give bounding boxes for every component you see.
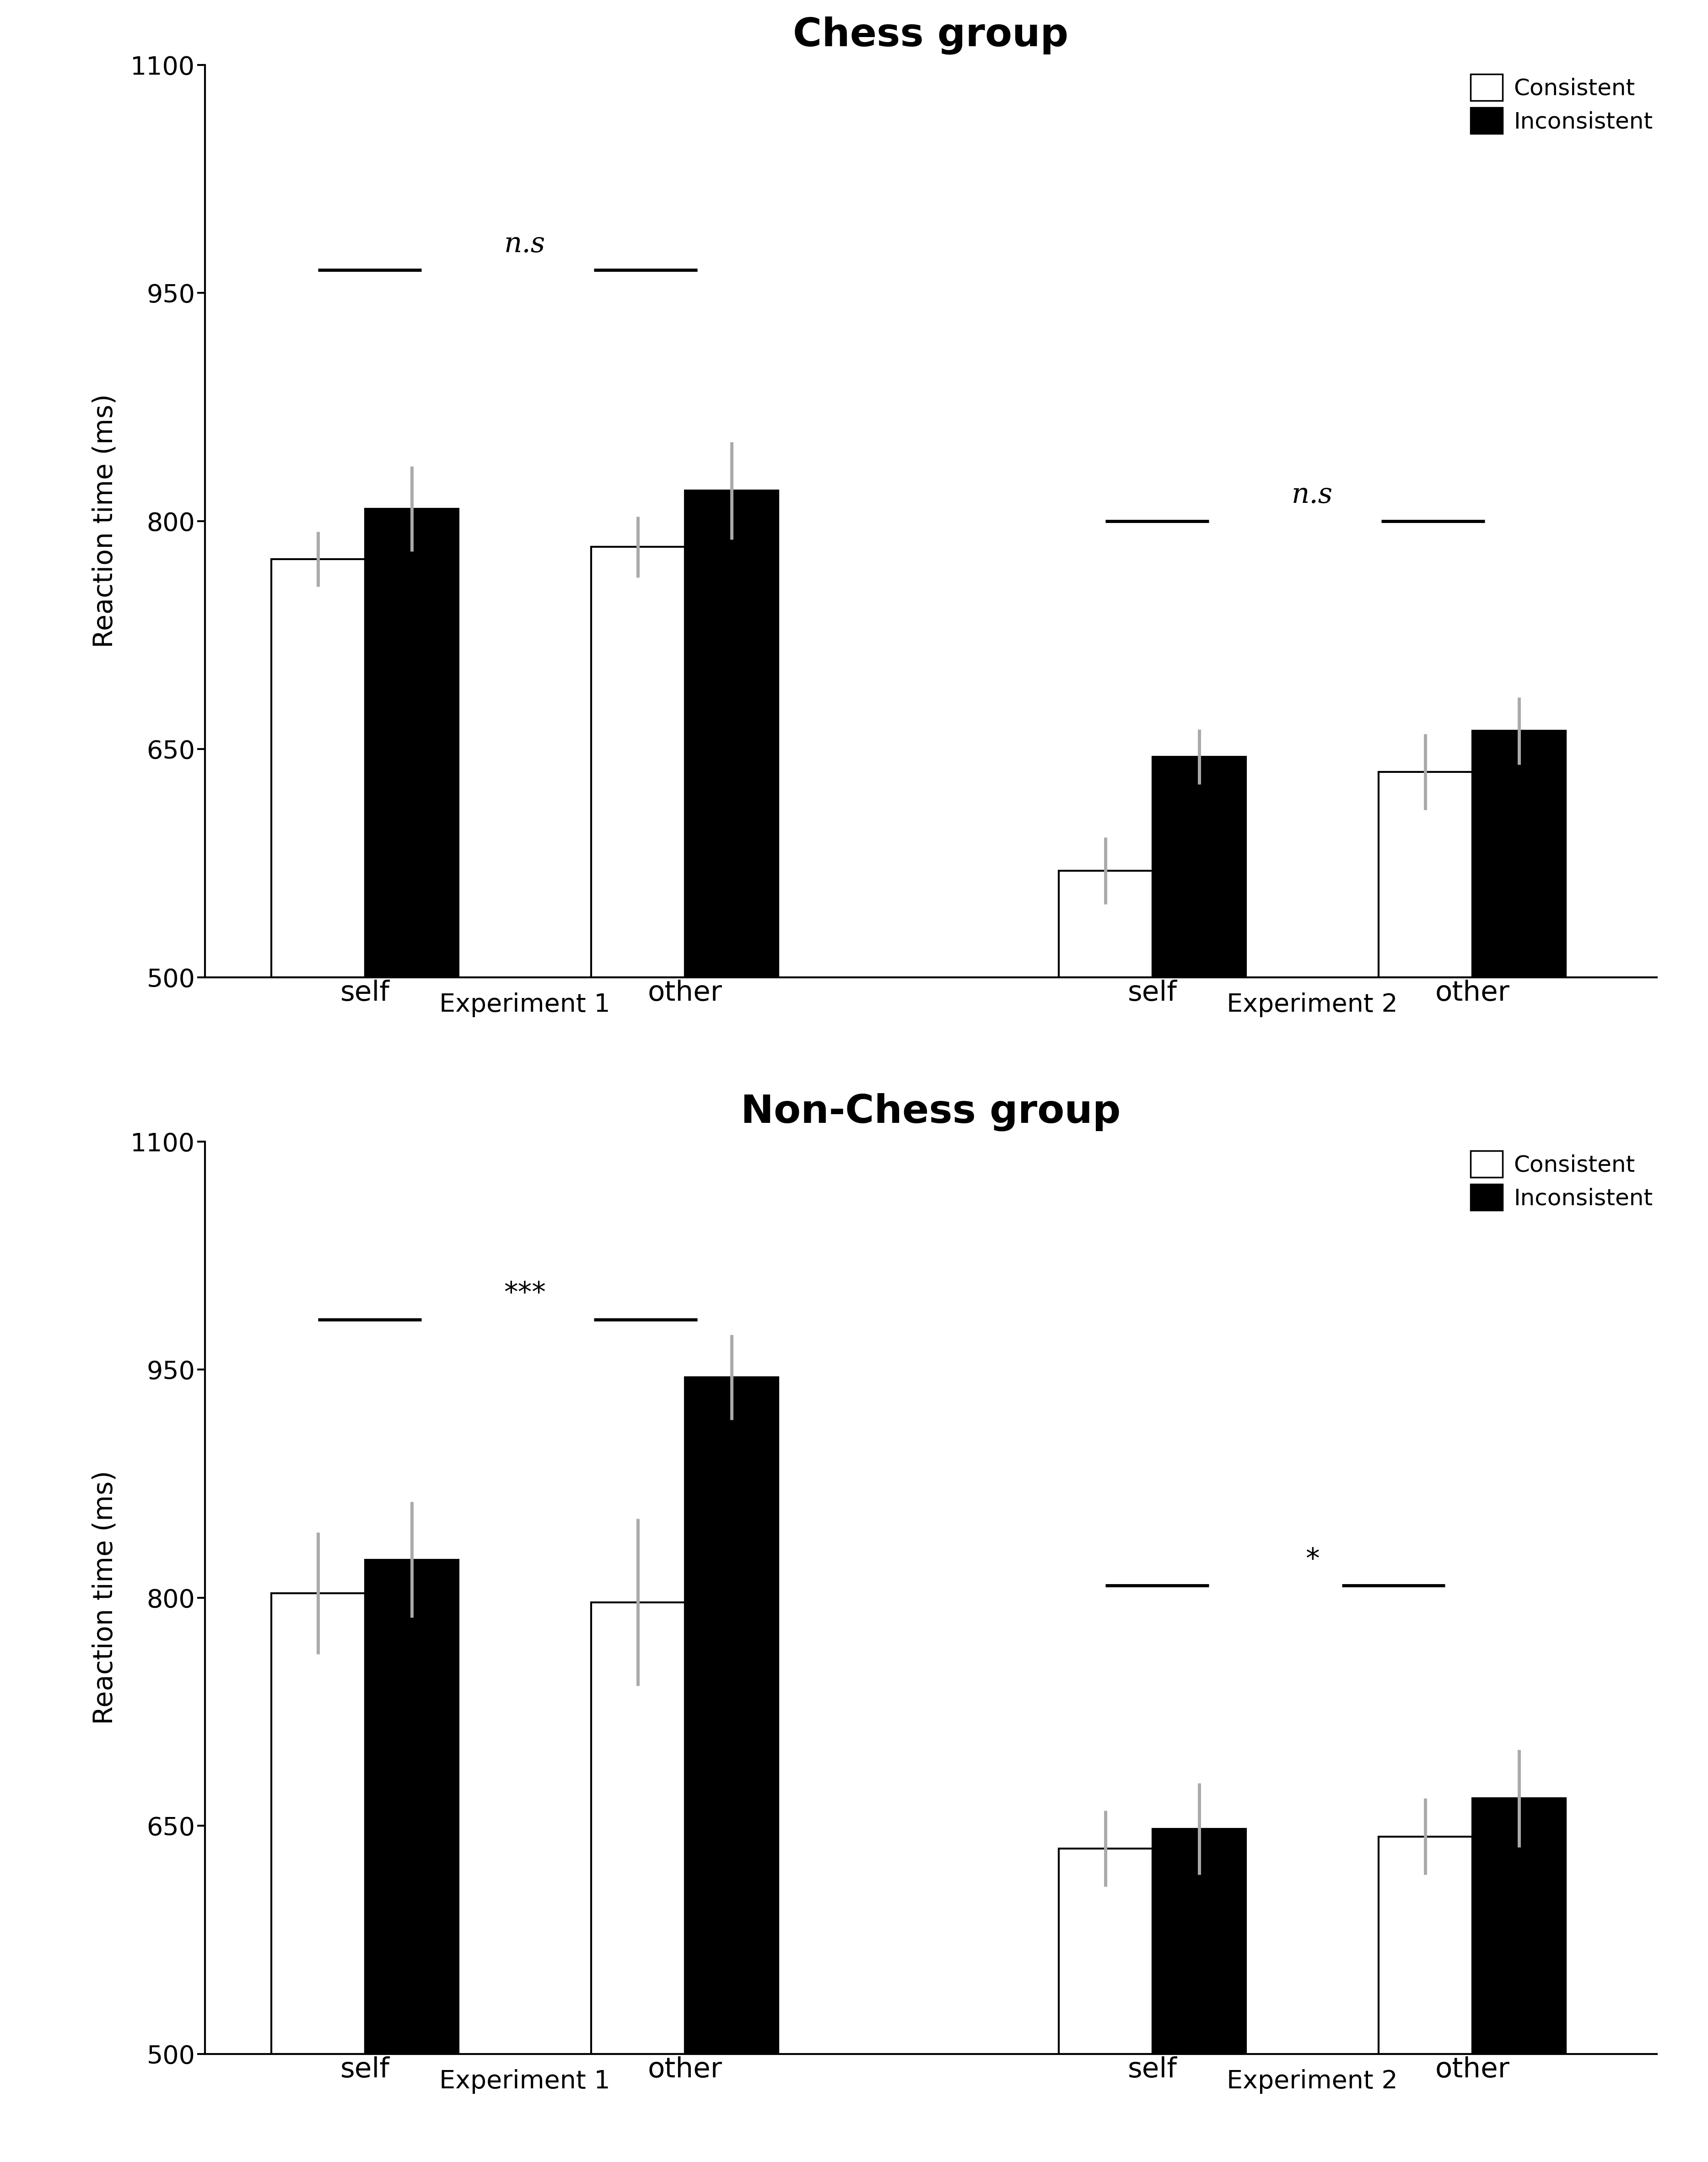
Bar: [366, 1559, 458, 2054]
Bar: [366, 508, 458, 977]
Text: Experiment 2: Experiment 2: [1226, 992, 1397, 1016]
Bar: [685, 1377, 779, 2054]
Bar: [272, 560, 366, 977]
Title: Non-Chess group: Non-Chess group: [741, 1092, 1120, 1131]
Legend: Consistent, Inconsistent: Consistent, Inconsistent: [1464, 1144, 1660, 1217]
Text: Experiment 1: Experiment 1: [439, 2069, 610, 2093]
Bar: [685, 491, 779, 977]
Text: *: *: [1305, 1546, 1319, 1574]
Text: n.s: n.s: [1291, 482, 1332, 508]
Y-axis label: Reaction time (ms): Reaction time (ms): [92, 1470, 118, 1725]
Text: Experiment 2: Experiment 2: [1226, 2069, 1397, 2093]
Title: Chess group: Chess group: [793, 15, 1069, 54]
Bar: [1472, 731, 1566, 977]
Y-axis label: Reaction time (ms): Reaction time (ms): [92, 393, 118, 649]
Bar: [1059, 871, 1153, 977]
Bar: [1059, 1849, 1153, 2054]
Bar: [1378, 1836, 1472, 2054]
Text: Experiment 1: Experiment 1: [439, 992, 610, 1016]
Bar: [1153, 757, 1245, 977]
Text: n.s: n.s: [504, 231, 545, 257]
Bar: [1472, 1799, 1566, 2054]
Text: ***: ***: [504, 1280, 547, 1308]
Bar: [591, 1602, 685, 2054]
Bar: [1153, 1829, 1245, 2054]
Legend: Consistent, Inconsistent: Consistent, Inconsistent: [1464, 67, 1660, 141]
Bar: [272, 1593, 366, 2054]
Bar: [591, 547, 685, 977]
Bar: [1378, 772, 1472, 977]
